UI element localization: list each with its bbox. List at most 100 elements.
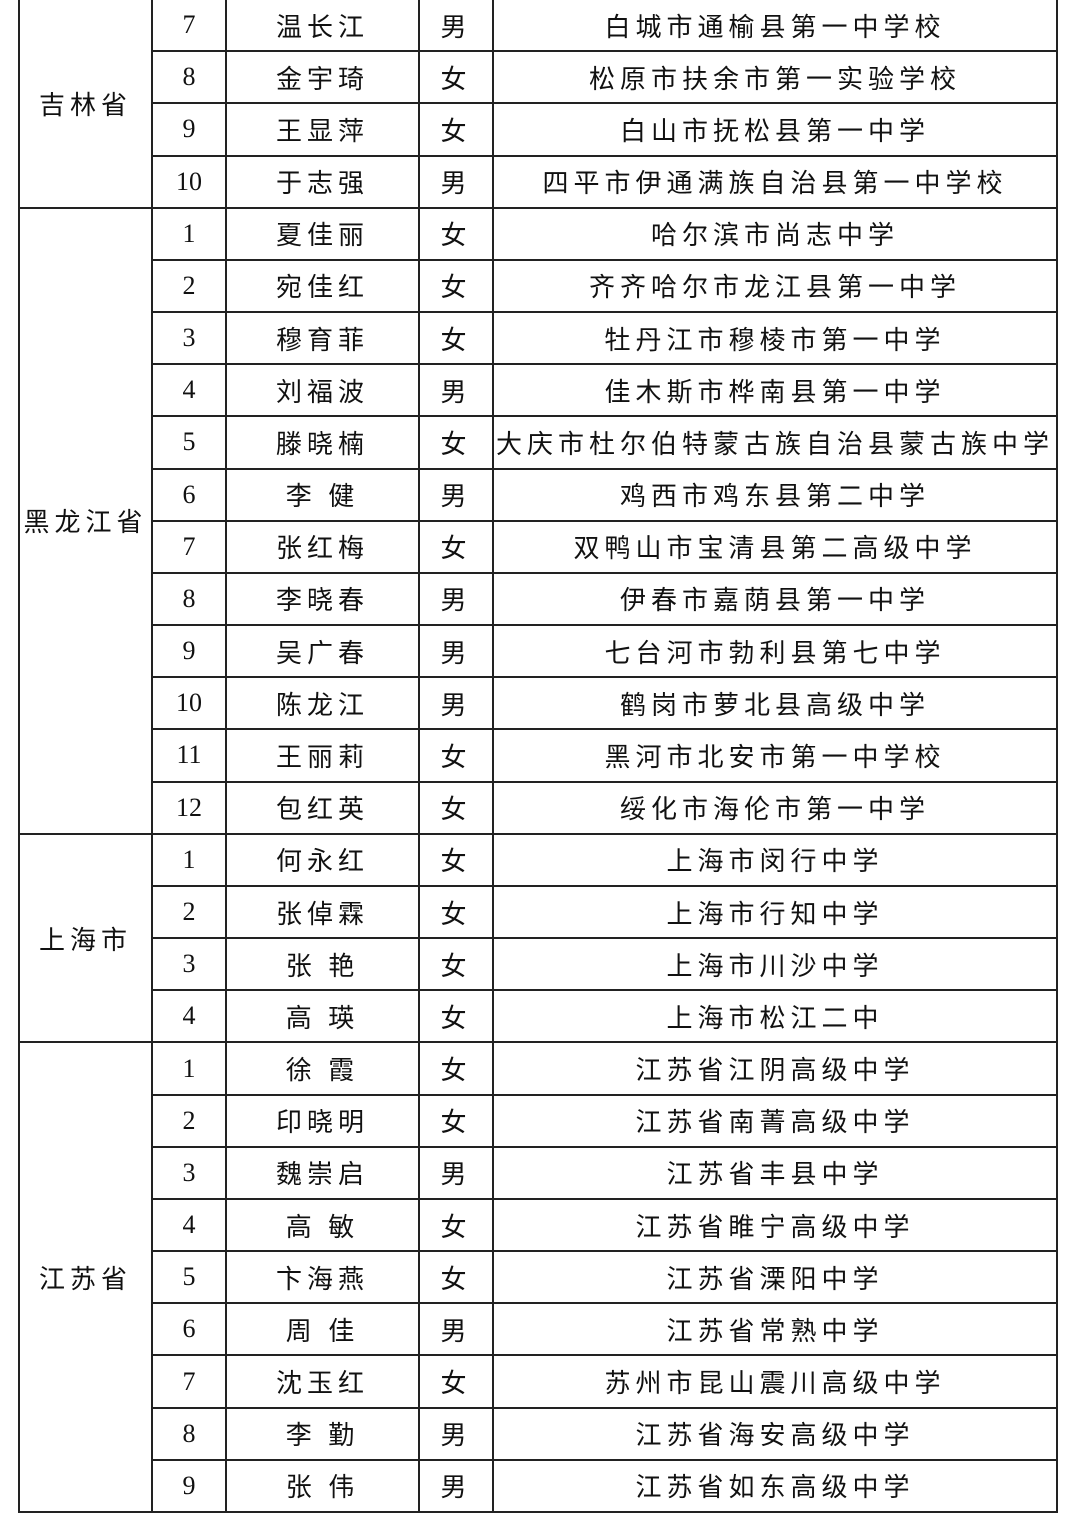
gender: 女 bbox=[420, 886, 494, 940]
gender: 男 bbox=[420, 0, 494, 53]
name: 王显萍 bbox=[227, 104, 420, 157]
school: 双鸭山市宝清县第二高级中学 bbox=[494, 521, 1058, 574]
row-number: 9 bbox=[153, 1460, 227, 1513]
gender: 男 bbox=[420, 156, 494, 209]
gender: 女 bbox=[420, 834, 494, 887]
school: 江苏省江阴高级中学 bbox=[494, 1043, 1058, 1096]
name: 高 瑛 bbox=[227, 991, 420, 1044]
row-number: 8 bbox=[153, 1408, 227, 1461]
row-number: 10 bbox=[153, 156, 227, 209]
row-number: 7 bbox=[153, 521, 227, 574]
name: 魏崇启 bbox=[227, 1147, 420, 1200]
row-number: 4 bbox=[153, 365, 227, 418]
row-number: 8 bbox=[153, 52, 227, 105]
gender: 女 bbox=[420, 1095, 494, 1148]
school: 白城市通榆县第一中学校 bbox=[494, 0, 1058, 53]
name: 于志强 bbox=[227, 156, 420, 209]
row-number: 12 bbox=[153, 782, 227, 835]
gender: 女 bbox=[420, 1199, 494, 1253]
name: 滕晓楠 bbox=[227, 417, 420, 470]
gender: 女 bbox=[420, 782, 494, 835]
row-number: 1 bbox=[153, 1043, 227, 1096]
row-number: 5 bbox=[153, 1252, 227, 1305]
name: 徐 霞 bbox=[227, 1043, 420, 1096]
gender: 男 bbox=[420, 1304, 494, 1357]
row-number: 4 bbox=[153, 991, 227, 1044]
row-number: 6 bbox=[153, 1304, 227, 1357]
gender: 女 bbox=[420, 313, 494, 366]
school: 上海市行知中学 bbox=[494, 886, 1058, 940]
school: 江苏省丰县中学 bbox=[494, 1147, 1058, 1200]
row-number: 1 bbox=[153, 208, 227, 261]
name: 周 佳 bbox=[227, 1304, 420, 1357]
name: 高 敏 bbox=[227, 1199, 420, 1253]
gender: 女 bbox=[420, 1356, 494, 1409]
gender: 女 bbox=[420, 939, 494, 992]
name: 吴广春 bbox=[227, 626, 420, 679]
school: 江苏省睢宁高级中学 bbox=[494, 1199, 1058, 1253]
row-number: 2 bbox=[153, 260, 227, 314]
school: 鸡西市鸡东县第二中学 bbox=[494, 469, 1058, 522]
row-number: 4 bbox=[153, 1199, 227, 1253]
gender: 男 bbox=[420, 1147, 494, 1200]
province: 上海市 bbox=[18, 834, 153, 1044]
gender: 女 bbox=[420, 991, 494, 1044]
name: 张 艳 bbox=[227, 939, 420, 992]
name: 张倬霖 bbox=[227, 886, 420, 940]
name: 金宇琦 bbox=[227, 52, 420, 105]
gender: 女 bbox=[420, 104, 494, 157]
name: 张红梅 bbox=[227, 521, 420, 574]
gender: 女 bbox=[420, 730, 494, 783]
name: 张 伟 bbox=[227, 1460, 420, 1513]
name: 宛佳红 bbox=[227, 260, 420, 314]
school: 上海市川沙中学 bbox=[494, 939, 1058, 992]
name: 包红英 bbox=[227, 782, 420, 835]
gender: 女 bbox=[420, 417, 494, 470]
name: 沈玉红 bbox=[227, 1356, 420, 1409]
gender: 男 bbox=[420, 1460, 494, 1513]
gender: 女 bbox=[420, 260, 494, 314]
school: 江苏省南菁高级中学 bbox=[494, 1095, 1058, 1148]
gender: 男 bbox=[420, 365, 494, 418]
school: 江苏省常熟中学 bbox=[494, 1304, 1058, 1357]
name: 穆育菲 bbox=[227, 313, 420, 366]
province: 吉林省 bbox=[18, 0, 153, 209]
row-number: 2 bbox=[153, 886, 227, 940]
name: 李 健 bbox=[227, 469, 420, 522]
row-number: 3 bbox=[153, 1147, 227, 1200]
school: 松原市扶余市第一实验学校 bbox=[494, 52, 1058, 105]
gender: 女 bbox=[420, 1043, 494, 1096]
name: 王丽莉 bbox=[227, 730, 420, 783]
school: 苏州市昆山震川高级中学 bbox=[494, 1356, 1058, 1409]
gender: 男 bbox=[420, 626, 494, 679]
province: 江苏省 bbox=[18, 1043, 153, 1513]
school: 伊春市嘉荫县第一中学 bbox=[494, 573, 1058, 627]
row-number: 8 bbox=[153, 573, 227, 627]
name: 陈龙江 bbox=[227, 678, 420, 731]
row-number: 6 bbox=[153, 469, 227, 522]
row-number: 2 bbox=[153, 1095, 227, 1148]
gender: 女 bbox=[420, 521, 494, 574]
province: 黑龙江省 bbox=[18, 208, 153, 835]
row-number: 9 bbox=[153, 626, 227, 679]
school: 哈尔滨市尚志中学 bbox=[494, 208, 1058, 261]
school: 牡丹江市穆棱市第一中学 bbox=[494, 313, 1058, 366]
gender: 女 bbox=[420, 208, 494, 261]
row-number: 11 bbox=[153, 730, 227, 783]
name: 李 勤 bbox=[227, 1408, 420, 1461]
school: 大庆市杜尔伯特蒙古族自治县蒙古族中学 bbox=[494, 417, 1058, 470]
row-number: 10 bbox=[153, 678, 227, 731]
gender: 男 bbox=[420, 469, 494, 522]
row-number: 7 bbox=[153, 0, 227, 53]
school: 七台河市勃利县第七中学 bbox=[494, 626, 1058, 679]
school: 四平市伊通满族自治县第一中学校 bbox=[494, 156, 1058, 209]
name: 刘福波 bbox=[227, 365, 420, 418]
name: 夏佳丽 bbox=[227, 208, 420, 261]
name: 卞海燕 bbox=[227, 1252, 420, 1305]
row-number: 7 bbox=[153, 1356, 227, 1409]
school: 江苏省如东高级中学 bbox=[494, 1460, 1058, 1513]
school: 上海市松江二中 bbox=[494, 991, 1058, 1044]
school: 鹤岗市萝北县高级中学 bbox=[494, 678, 1058, 731]
row-number: 1 bbox=[153, 834, 227, 887]
